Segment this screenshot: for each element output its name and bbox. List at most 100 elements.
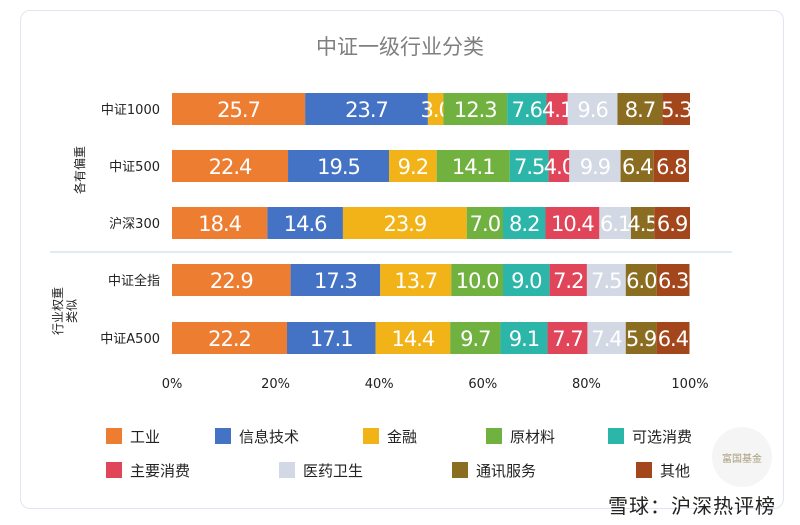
data-label: 6.1 — [600, 212, 630, 236]
data-label: 25.7 — [217, 98, 260, 122]
bar-segment — [500, 322, 548, 354]
badge-text: 富国基金 — [722, 453, 762, 465]
bar-segment — [569, 150, 621, 182]
data-label: 5.3 — [661, 98, 691, 122]
legend-swatch — [452, 462, 468, 478]
legend-label: 信息技术 — [239, 428, 299, 446]
bar-segment — [625, 322, 657, 354]
bar-segment — [451, 264, 504, 296]
data-label: 8.7 — [625, 98, 655, 122]
data-label: 4.5 — [627, 212, 657, 236]
group-label-1-line: 行业权重 — [51, 287, 65, 335]
bar-segment — [587, 322, 626, 354]
data-label: 10.4 — [551, 212, 594, 236]
data-label: 23.7 — [345, 98, 388, 122]
legend-label: 医药卫生 — [303, 462, 363, 480]
data-label: 6.9 — [657, 212, 687, 236]
bar-segment — [389, 150, 437, 182]
x-tick-label: 80% — [572, 377, 601, 392]
data-label: 17.3 — [314, 269, 357, 293]
data-label: 23.9 — [383, 212, 426, 236]
bar-segment — [620, 150, 654, 182]
bar-segment — [586, 264, 626, 296]
x-tick-label: 100% — [671, 377, 708, 392]
bar-segment — [286, 322, 376, 354]
bar-segment — [172, 207, 268, 239]
data-label: 13.7 — [394, 269, 437, 293]
data-label: 7.2 — [553, 269, 583, 293]
data-label: 9.7 — [460, 327, 490, 351]
bar-segment — [450, 322, 501, 354]
data-label: 6.4 — [658, 327, 689, 351]
bar-segment — [427, 93, 444, 125]
data-label: 7.4 — [591, 327, 622, 351]
data-label: 7.7 — [552, 327, 582, 351]
data-label: 7.6 — [512, 98, 543, 122]
bar-segment — [509, 150, 549, 182]
bar-segment — [662, 93, 690, 125]
legend-label: 通讯服务 — [476, 462, 536, 480]
category-label: 中证全指 — [108, 273, 160, 289]
category-label: 中证500 — [109, 160, 160, 175]
bar-segment — [443, 93, 508, 125]
legend-label: 主要消费 — [130, 462, 190, 480]
group-label-1: 行业权重类似 — [51, 287, 79, 335]
bar-segment — [654, 207, 690, 239]
data-label: 7.0 — [470, 212, 500, 236]
legend-label: 原材料 — [510, 428, 555, 446]
data-label: 22.2 — [208, 327, 251, 351]
data-label: 6.3 — [658, 269, 688, 293]
bar-segment — [656, 322, 690, 354]
category-label: 中证1000 — [101, 103, 160, 118]
bar-segment — [172, 150, 289, 182]
data-label: 22.4 — [209, 155, 252, 179]
legend-label: 金融 — [387, 428, 417, 446]
bar-segment — [567, 93, 618, 125]
data-label: 9.0 — [511, 269, 541, 293]
bar-segment — [503, 264, 550, 296]
data-label: 22.9 — [210, 269, 253, 293]
data-label: 9.2 — [398, 155, 428, 179]
data-label: 17.1 — [310, 327, 353, 351]
bar-segment — [380, 264, 452, 296]
category-label: 中证A500 — [100, 332, 160, 347]
bar-segment — [546, 93, 568, 125]
bar-segment — [288, 150, 390, 182]
bar-segment — [549, 264, 587, 296]
legend-swatch — [363, 428, 379, 444]
bar-segment — [545, 207, 600, 239]
bar-segment — [172, 322, 287, 354]
data-label: 14.4 — [391, 327, 434, 351]
x-tick-label: 40% — [365, 377, 394, 392]
data-label: 19.5 — [317, 155, 360, 179]
bar-segment — [172, 264, 291, 296]
bar-segment — [630, 207, 655, 239]
chart-title: 中证一级行业分类 — [316, 35, 484, 59]
group-label-0: 各有偏重 — [72, 146, 87, 194]
bar-segment — [547, 322, 588, 354]
bar-segment — [436, 150, 510, 182]
data-label: 14.6 — [284, 212, 327, 236]
bar-segment — [375, 322, 451, 354]
data-label: 14.1 — [452, 155, 495, 179]
legend-label: 可选消费 — [632, 428, 692, 446]
legend-swatch — [636, 462, 652, 478]
group-label-1-line: 类似 — [65, 299, 79, 323]
bar-segment — [548, 150, 570, 182]
badge-icon: 富国基金 — [712, 427, 772, 487]
bar-segment — [290, 264, 381, 296]
legend-label: 工业 — [130, 428, 160, 446]
bar-segment — [653, 150, 689, 182]
data-label: 7.5 — [514, 155, 544, 179]
data-label: 6.4 — [622, 155, 653, 179]
bar-segment — [172, 93, 306, 125]
bar-segment — [599, 207, 631, 239]
bar-segment — [656, 264, 690, 296]
bar-segment — [507, 93, 547, 125]
legend-swatch — [106, 428, 122, 444]
x-tick-label: 20% — [261, 377, 290, 392]
legend-swatch — [106, 462, 122, 478]
bar-segment — [342, 207, 467, 239]
data-label: 5.9 — [626, 327, 656, 351]
